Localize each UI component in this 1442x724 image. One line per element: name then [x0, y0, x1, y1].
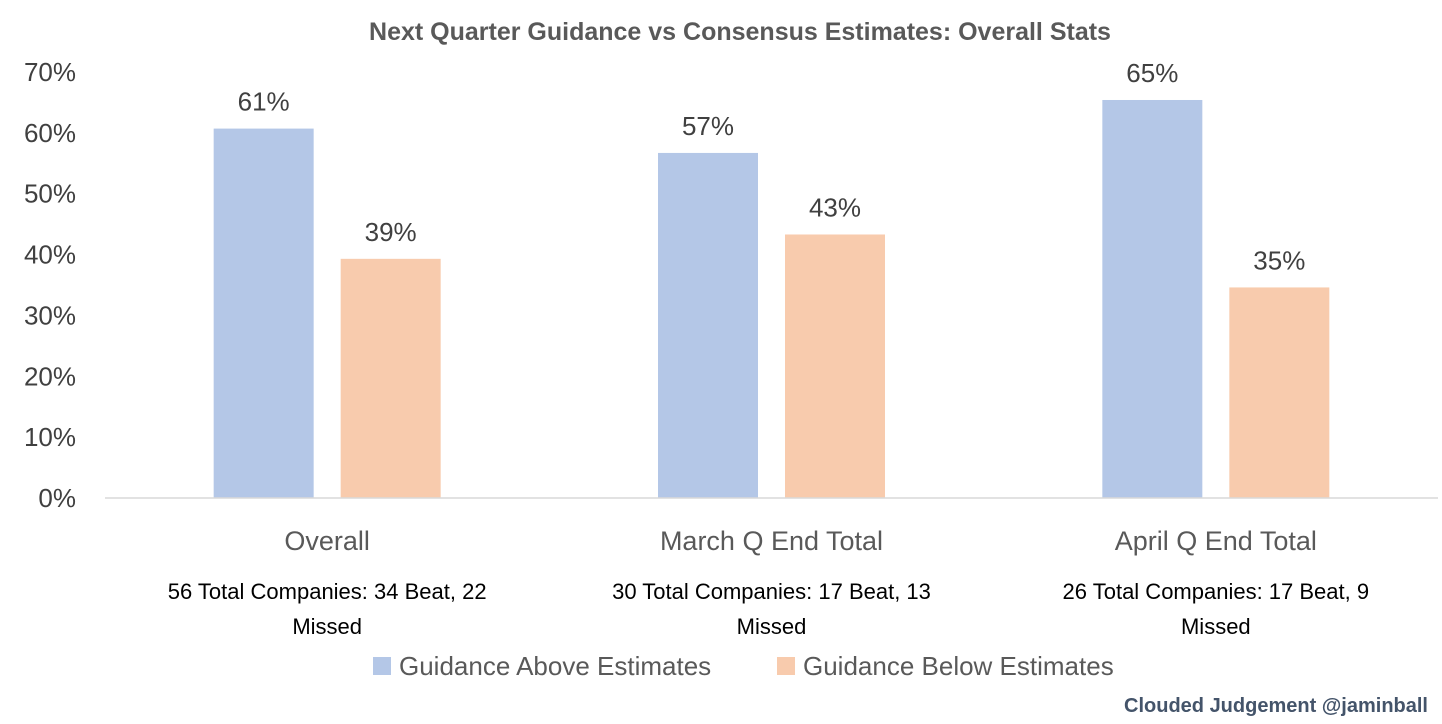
- bar: [213, 128, 314, 498]
- category-label: April Q End Total: [1115, 526, 1317, 556]
- y-tick-label: 0%: [38, 483, 76, 513]
- bars: [213, 99, 1330, 498]
- legend-label: Guidance Above Estimates: [399, 651, 711, 681]
- bar: [658, 152, 758, 498]
- y-tick-label: 50%: [24, 179, 76, 209]
- category-labels: Overall March Q End Total April Q End Tota…: [284, 526, 1316, 556]
- y-axis: 0% 10% 20% 30% 40% 50% 60% 70%: [24, 57, 76, 513]
- category-label: Overall: [284, 526, 370, 556]
- chart-title: Next Quarter Guidance vs Consensus Estim…: [369, 18, 1111, 46]
- category-note: 56 Total Companies: 34 Beat, 22: [168, 579, 487, 604]
- y-tick-label: 40%: [24, 240, 76, 270]
- category-note: Missed: [1181, 614, 1251, 639]
- data-label: 43%: [809, 192, 861, 222]
- bar: [340, 258, 441, 498]
- bar: [785, 234, 885, 498]
- y-tick-label: 70%: [24, 57, 76, 87]
- legend: Guidance Above Estimates Guidance Below E…: [373, 651, 1114, 681]
- category-notes: 56 Total Companies: 34 Beat, 22 Missed 30 …: [168, 579, 1369, 639]
- bar: [1229, 287, 1330, 498]
- bar: [1102, 99, 1203, 498]
- y-tick-label: 60%: [24, 118, 76, 148]
- y-tick-label: 20%: [24, 361, 76, 391]
- category-note: 26 Total Companies: 17 Beat, 9: [1063, 579, 1370, 604]
- data-label: 57%: [682, 111, 734, 141]
- category-note: Missed: [292, 614, 362, 639]
- data-label: 39%: [365, 217, 417, 247]
- data-labels: 61% 39% 57% 43% 65% 35%: [238, 58, 1306, 275]
- y-tick-label: 10%: [24, 422, 76, 452]
- legend-swatch: [373, 657, 391, 675]
- legend-label: Guidance Below Estimates: [803, 651, 1114, 681]
- legend-swatch: [777, 657, 795, 675]
- data-label: 65%: [1126, 58, 1178, 88]
- category-label: March Q End Total: [660, 526, 883, 556]
- data-label: 35%: [1253, 245, 1305, 275]
- y-tick-label: 30%: [24, 300, 76, 330]
- data-label: 61%: [238, 87, 290, 117]
- category-note: Missed: [737, 614, 807, 639]
- credit-text: Clouded Judgement @jaminball: [1124, 695, 1428, 717]
- category-note: 30 Total Companies: 17 Beat, 13: [612, 579, 931, 604]
